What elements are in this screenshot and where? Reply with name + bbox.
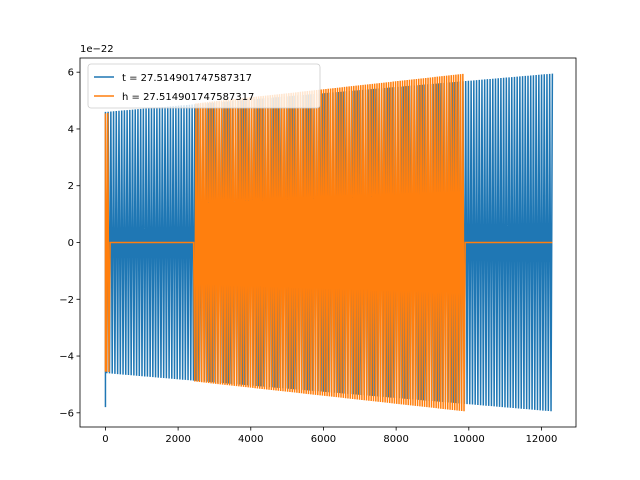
y-tick-label: −2 bbox=[59, 295, 74, 306]
x-tick-label: 10000 bbox=[453, 434, 485, 445]
y-tick-label: −6 bbox=[59, 408, 74, 419]
y-tick-label: 6 bbox=[68, 68, 74, 79]
series-line-2 bbox=[104, 73, 553, 412]
legend-box bbox=[87, 63, 321, 109]
y-tick-label: 0 bbox=[68, 238, 74, 249]
x-tick-label: 8000 bbox=[383, 434, 408, 445]
series-layer bbox=[104, 73, 554, 412]
y-tick-label: −4 bbox=[59, 352, 74, 363]
x-tick-label: 2000 bbox=[165, 434, 190, 445]
legend-entry: h = 27.514901747587317 bbox=[122, 92, 254, 103]
y-tick-label: 4 bbox=[68, 124, 74, 135]
y-axis: −6 −4 −2 0 2 4 6 bbox=[59, 68, 80, 419]
x-tick-label: 0 bbox=[102, 434, 108, 445]
y-tick-label: 2 bbox=[68, 181, 74, 192]
x-axis: 0 2000 4000 6000 8000 10000 12000 bbox=[102, 427, 557, 445]
legend-entry: t = 27.514901747587317 bbox=[122, 73, 252, 84]
x-tick-label: 12000 bbox=[526, 434, 558, 445]
legend: t = 27.514901747587317 h = 27.51490174758… bbox=[87, 63, 321, 109]
y-scale-label: 1e−22 bbox=[80, 44, 114, 55]
x-tick-label: 6000 bbox=[311, 434, 336, 445]
x-tick-label: 4000 bbox=[238, 434, 263, 445]
